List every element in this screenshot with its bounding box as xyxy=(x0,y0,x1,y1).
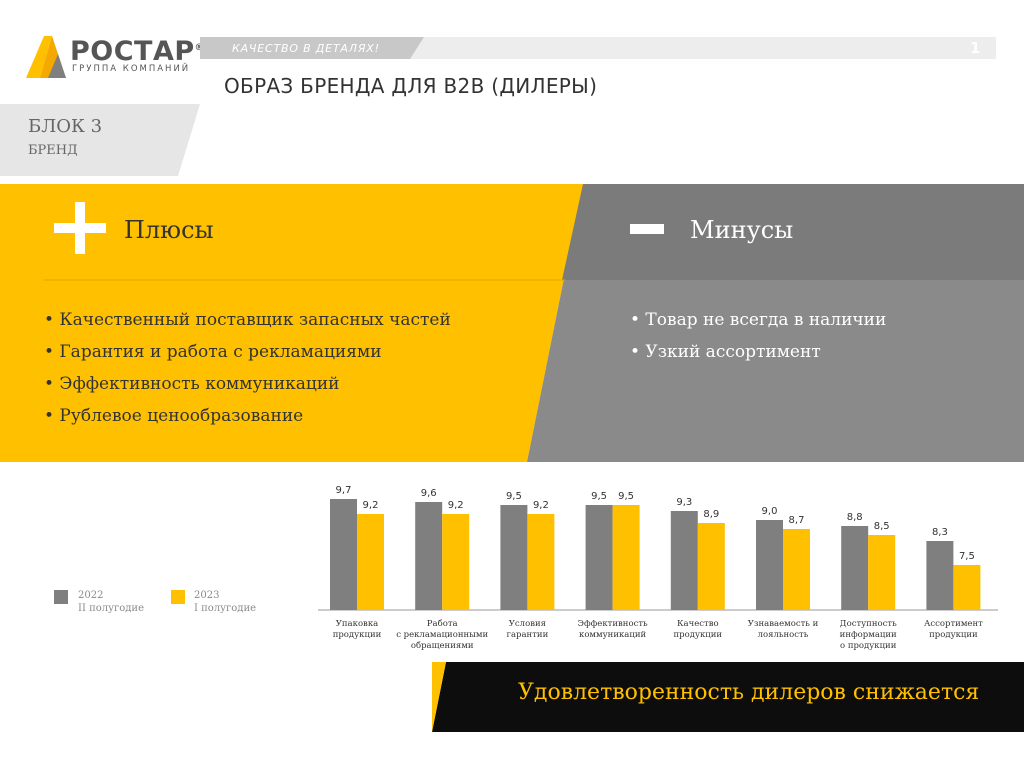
chart-data-label: 9,2 xyxy=(448,500,464,511)
chart-data-label: 9,5 xyxy=(591,491,607,502)
chart-category-label: Упаковка xyxy=(336,619,378,629)
chart-data-label: 9,2 xyxy=(533,500,549,511)
pros-title: Плюсы xyxy=(124,216,214,244)
legend-swatch-2022 xyxy=(54,590,68,604)
pros-item: • Гарантия и работа с рекламациями xyxy=(44,342,382,362)
chart-category-label: с рекламационными xyxy=(396,630,488,640)
chart-bar-2022 xyxy=(670,511,698,610)
legend-swatch-2023 xyxy=(171,590,185,604)
chart-category-label: Качество xyxy=(677,619,719,629)
chart-category-label: Условия xyxy=(509,619,546,629)
logo-wordmark: РОСТАР® xyxy=(70,36,204,67)
chart-data-label: 9,3 xyxy=(676,497,692,508)
chart-category-label: Эффективность xyxy=(578,619,649,629)
chart-category-label: продукции xyxy=(333,630,382,640)
chart-category-label: о продукции xyxy=(840,641,897,651)
chart-bar-2022 xyxy=(500,505,528,610)
minus-icon xyxy=(630,224,664,234)
chart-bar-2023 xyxy=(527,514,555,610)
chart-category-label: информации xyxy=(840,630,897,640)
chart-data-label: 8,8 xyxy=(847,512,863,523)
cons-list: • Товар не всегда в наличии • Узкий ассо… xyxy=(630,304,886,368)
conclusion-banner xyxy=(432,662,1024,732)
chart-category-label: продукции xyxy=(674,630,723,640)
chart-category-label: лояльность xyxy=(758,630,809,640)
pros-item: • Рублевое ценообразование xyxy=(44,406,304,426)
cons-item: • Узкий ассортимент xyxy=(630,342,821,362)
chart-data-label: 9,2 xyxy=(363,500,379,511)
plus-icon xyxy=(54,202,106,254)
chart-category-label: продукции xyxy=(929,630,978,640)
rostar-logo-mark xyxy=(26,36,66,78)
chart-data-label: 9,7 xyxy=(336,485,352,496)
chart-data-label: 8,5 xyxy=(874,521,890,532)
chart-data-label: 8,9 xyxy=(703,509,719,520)
legend-label-2023: 2023 I полугодие xyxy=(194,590,257,614)
chart-bar-2023 xyxy=(357,514,384,610)
chart-bar-2023 xyxy=(442,514,470,610)
chart-data-label: 8,3 xyxy=(932,527,948,538)
pros-item: • Качественный поставщик запасных частей xyxy=(44,310,451,330)
chart-bar-2023 xyxy=(612,505,640,610)
page-title: ОБРАЗ БРЕНДА ДЛЯ B2B (ДИЛЕРЫ) xyxy=(224,74,598,98)
cons-item: • Товар не всегда в наличии xyxy=(630,310,887,330)
chart-bar-2022 xyxy=(415,502,443,610)
chart-bar-2022 xyxy=(841,526,869,610)
block-subtitle: БРЕНД xyxy=(28,143,78,158)
pros-item: • Эффективность коммуникаций xyxy=(44,374,340,394)
chart-bar-2022 xyxy=(330,499,357,610)
chart-category-label: обращениями xyxy=(411,640,474,651)
chart-bar-2022 xyxy=(926,541,954,610)
chart-category-label: Ассортимент xyxy=(924,619,983,629)
chart-data-label: 7,5 xyxy=(959,551,975,562)
conclusion-text: Удовлетворенность дилеров снижается xyxy=(518,680,980,705)
chart-data-label: 9,0 xyxy=(762,506,778,517)
chart-bar-2023 xyxy=(783,529,810,610)
chart-bar-2023 xyxy=(868,535,896,610)
chart-bar-2022 xyxy=(756,520,783,610)
chart-bar-2022 xyxy=(585,505,613,610)
header-bar-accent xyxy=(200,37,424,59)
chart-category-label: Работа xyxy=(427,618,458,629)
logo-subtitle: ГРУППА КОМПАНИЙ xyxy=(72,64,191,74)
chart-data-label: 8,7 xyxy=(789,515,805,526)
pros-cons-panels xyxy=(0,184,1024,462)
chart-bar-2023 xyxy=(953,565,981,610)
chart-data-label: 9,6 xyxy=(421,488,437,499)
block-label-background xyxy=(0,104,200,176)
block-title: БЛОК 3 xyxy=(28,116,103,137)
slide-number: 1 xyxy=(970,39,981,57)
legend-label-2022: 2022 II полугодие xyxy=(78,590,145,614)
chart-bar-2023 xyxy=(697,523,725,610)
chart-category-label: Узнаваемость и xyxy=(748,619,819,629)
header-tagline: КАЧЕСТВО В ДЕТАЛЯХ! xyxy=(232,42,380,55)
cons-title: Минусы xyxy=(690,216,794,244)
chart-category-label: гарантии xyxy=(507,630,549,640)
chart-data-label: 9,5 xyxy=(618,491,634,502)
pros-list: • Качественный поставщик запасных частей… xyxy=(44,304,451,432)
chart-category-label: коммуникаций xyxy=(579,630,646,640)
chart-data-label: 9,5 xyxy=(506,491,522,502)
chart-category-label: Доступность xyxy=(840,619,897,629)
